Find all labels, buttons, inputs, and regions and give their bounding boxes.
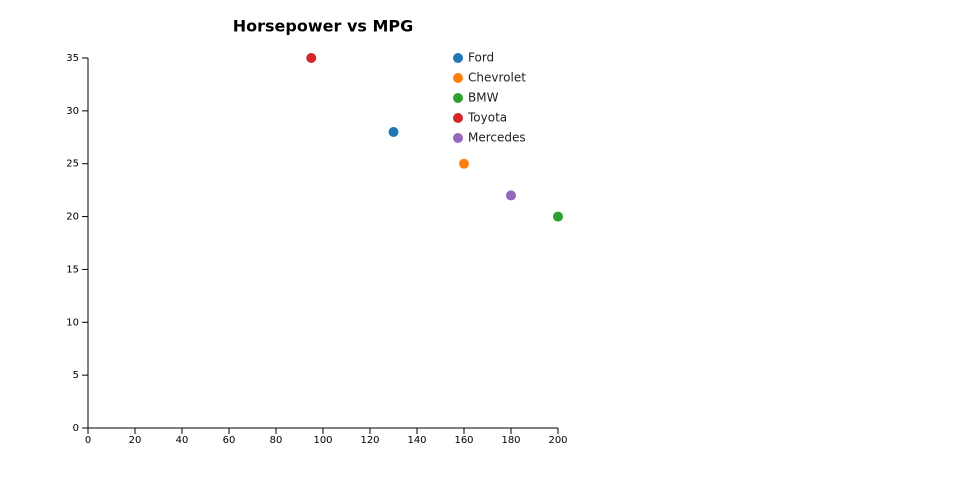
y-tick-label: 10 [66, 317, 79, 328]
point [506, 190, 516, 201]
x-tick-label: 160 [454, 435, 473, 446]
legend-label: Toyota [467, 111, 507, 125]
legend-label: Mercedes [468, 131, 526, 145]
point [388, 127, 399, 137]
point [459, 158, 469, 169]
x-tick-label: 20 [129, 435, 142, 446]
y-tick-label: 25 [66, 159, 79, 170]
x-tick-label: 0 [85, 435, 91, 446]
legend-swatch [453, 113, 463, 123]
legend-label: BMW [468, 91, 499, 105]
x-tick-label: 100 [313, 435, 332, 446]
y-tick-label: 30 [66, 106, 79, 117]
y-tick-label: 15 [66, 264, 79, 275]
x-tick-label: 200 [548, 435, 567, 446]
x-tick-label: 120 [360, 435, 379, 446]
y-tick-label: 0 [73, 423, 79, 434]
point [306, 53, 317, 63]
legend-label: Chevrolet [468, 71, 526, 85]
x-tick-label: 80 [270, 435, 283, 446]
legend-swatch [453, 53, 463, 63]
chart-title: Horsepower vs MPG [233, 17, 414, 36]
legend-swatch [453, 133, 463, 143]
x-tick-label: 60 [223, 435, 236, 446]
y-tick-label: 20 [66, 212, 79, 223]
x-tick-label: 40 [176, 435, 189, 446]
point [553, 211, 563, 222]
y-tick-label: 5 [73, 370, 79, 381]
y-tick-label: 35 [66, 53, 79, 64]
x-tick-label: 180 [501, 435, 520, 446]
legend-swatch [453, 93, 463, 103]
legend-label: Ford [468, 51, 494, 65]
legend-swatch [453, 73, 463, 83]
x-tick-label: 140 [407, 435, 426, 446]
